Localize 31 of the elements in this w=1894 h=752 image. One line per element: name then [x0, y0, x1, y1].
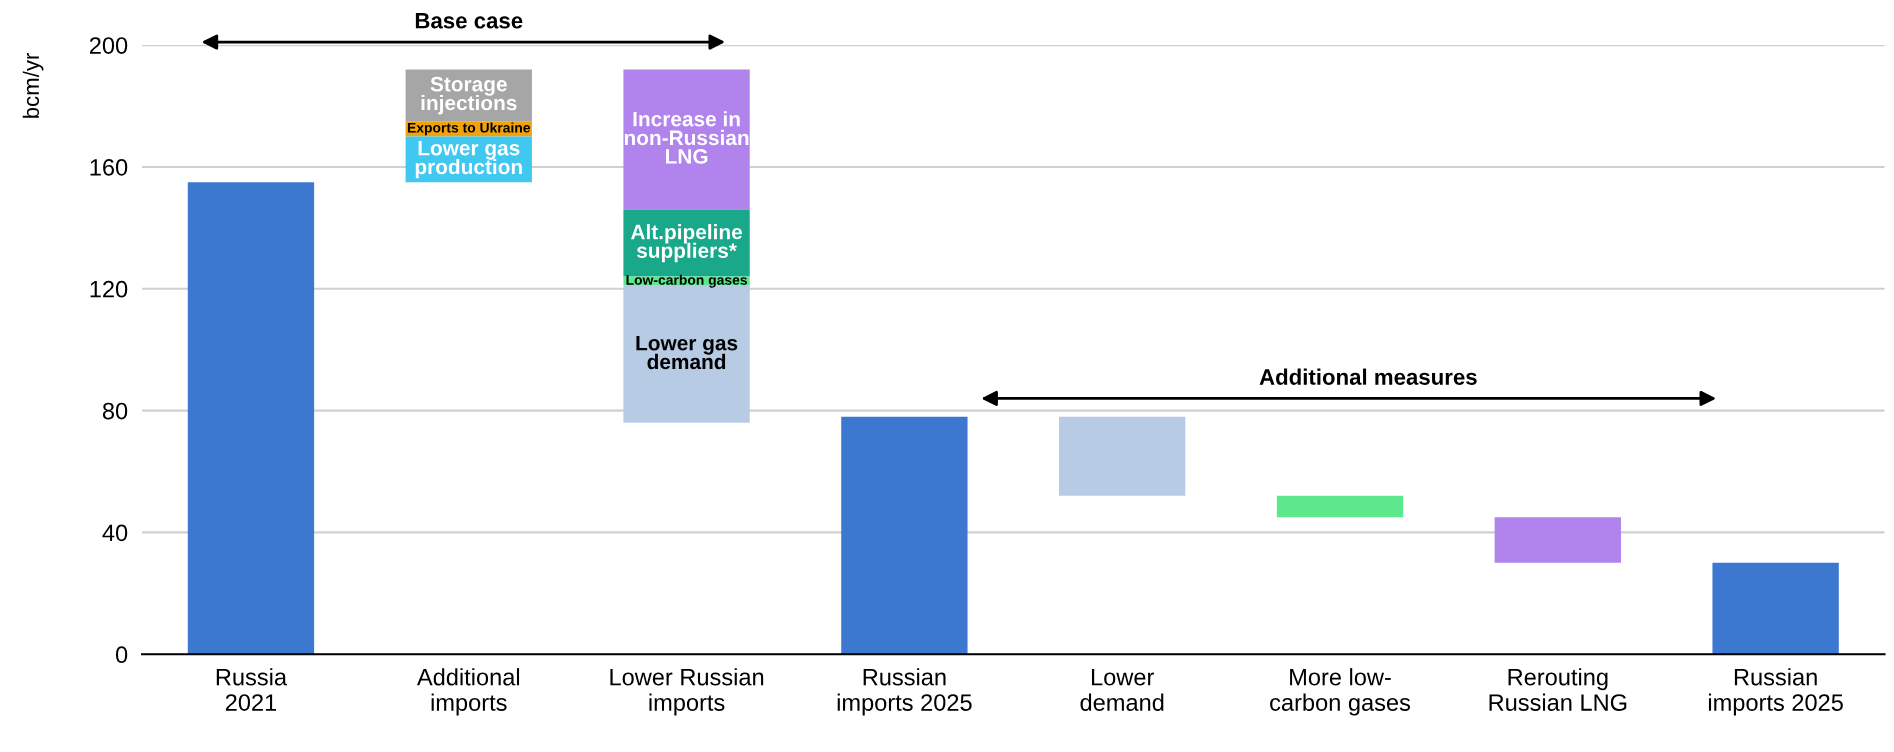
y-tick-label: 160 — [90, 159, 128, 176]
bar — [1712, 562, 1839, 655]
series-label: Exports to Ukraine — [407, 122, 531, 136]
y-tick-label: 80 — [102, 402, 128, 420]
series-label: Alt.pipeline suppliers* — [630, 224, 743, 263]
series-label: Storage injections — [421, 76, 517, 115]
y-tick-label: 200 — [89, 37, 128, 54]
x-tick-label: Russian imports 2025 — [1708, 668, 1843, 716]
series-label: Lower gas production — [415, 140, 522, 179]
bar — [1059, 416, 1186, 496]
bar — [623, 69, 750, 210]
text: Base case — [415, 13, 523, 29]
series-label: Lower gas demand — [636, 335, 738, 370]
y-axis-title: bcm/yr — [22, 53, 44, 118]
series-label: Low-carbon gases — [626, 274, 747, 288]
x-tick-label: Additional imports — [416, 668, 520, 716]
bar — [1494, 517, 1621, 563]
bar — [841, 416, 968, 655]
bar — [1276, 495, 1404, 518]
x-tick-label: More low-carbon gases — [1270, 668, 1411, 716]
y-tick-label: 0 — [115, 646, 128, 664]
x-tick-label: Russian imports 2025 — [837, 668, 972, 716]
x-tick-label: Russia 2021 — [216, 668, 288, 711]
annotation: Additional measures — [1259, 368, 1477, 385]
x-tick-label: Lower Russian imports — [610, 668, 764, 716]
series-label: Increase in non-Russian LNG — [624, 111, 749, 164]
y-tick-label: 120 — [90, 280, 128, 298]
y-tick-label: 40 — [102, 524, 128, 542]
bar — [187, 182, 315, 655]
x-tick-label: Lower demand — [1080, 669, 1164, 711]
x-tick-label: Rerouting Russian LNG — [1489, 668, 1627, 711]
